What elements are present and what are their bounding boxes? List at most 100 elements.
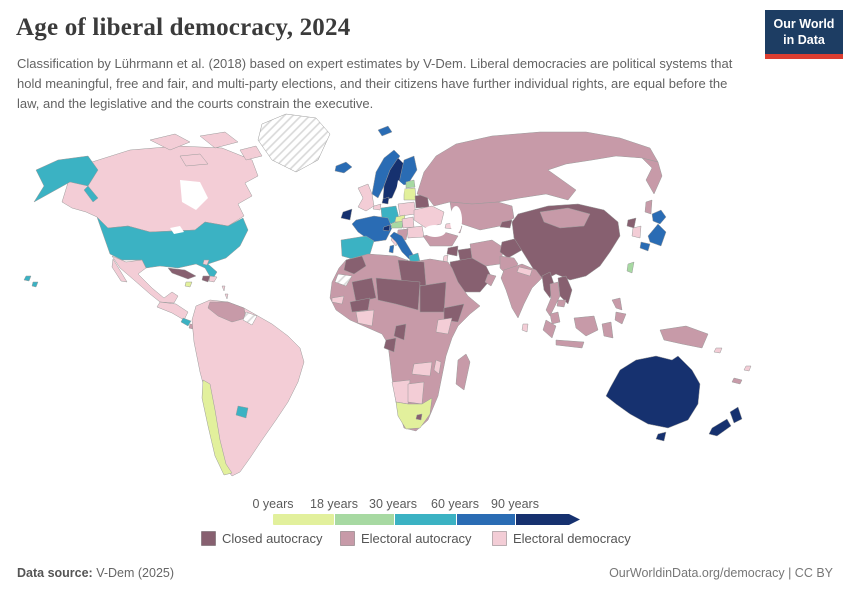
country-mexico-baja[interactable]: [111, 258, 128, 283]
country-canada-arctic-2[interactable]: [199, 131, 239, 149]
country-madagascar[interactable]: [455, 353, 471, 391]
region-austria-slovenia[interactable]: [390, 220, 404, 229]
country-syria[interactable]: [446, 245, 459, 257]
country-greenland[interactable]: [257, 113, 331, 173]
country-indonesia-borneo[interactable]: [573, 315, 599, 337]
country-russia-sakhalin[interactable]: [644, 199, 653, 215]
country-chile[interactable]: [201, 379, 233, 476]
region-hungary-slovakia[interactable]: [401, 216, 415, 229]
country-namibia[interactable]: [391, 379, 411, 405]
legend-bar-segment-90-plus[interactable]: [516, 514, 569, 525]
country-malawi[interactable]: [433, 359, 442, 375]
country-guyana[interactable]: [242, 311, 258, 326]
country-jamaica[interactable]: [184, 281, 193, 288]
region-latvia-lithuania[interactable]: [403, 187, 417, 201]
legend-bar-segment-18-30[interactable]: [335, 514, 394, 525]
country-gabon[interactable]: [383, 337, 397, 353]
country-denmark[interactable]: [381, 196, 390, 205]
country-new-zealand-north[interactable]: [729, 406, 743, 424]
region-new-guinea[interactable]: [659, 325, 709, 349]
country-ireland[interactable]: [340, 208, 353, 221]
country-israel[interactable]: [442, 254, 449, 263]
footer-link[interactable]: OurWorldinData.org/democracy | CC BY: [609, 566, 833, 580]
country-australia[interactable]: [605, 355, 701, 429]
country-cameroon[interactable]: [393, 323, 407, 341]
country-usa-hawaii-2[interactable]: [31, 281, 39, 288]
country-cambodia[interactable]: [556, 299, 567, 308]
country-italy-sardinia[interactable]: [388, 244, 395, 254]
region-ghana-cote-divoire[interactable]: [355, 309, 375, 327]
country-fiji[interactable]: [743, 365, 752, 372]
country-japan-honshu[interactable]: [647, 223, 667, 247]
country-canada-arctic-4[interactable]: [179, 153, 209, 167]
legend-item-electoral-autocracy[interactable]: Electoral autocracy: [340, 531, 472, 546]
country-usa-hawaii-1[interactable]: [23, 275, 32, 282]
country-kenya[interactable]: [435, 317, 453, 335]
world-map[interactable]: [0, 110, 850, 495]
country-china[interactable]: [511, 203, 621, 281]
country-senegal[interactable]: [331, 295, 345, 305]
country-philippines-2[interactable]: [614, 311, 627, 325]
legend-colorbar[interactable]: [273, 514, 583, 526]
country-estonia[interactable]: [405, 179, 416, 189]
region-lesser-antilles-1[interactable]: [221, 285, 226, 292]
country-philippines-1[interactable]: [611, 297, 623, 311]
country-indonesia-sulawesi[interactable]: [601, 321, 614, 339]
country-venezuela[interactable]: [207, 301, 247, 323]
country-switzerland[interactable]: [382, 224, 391, 232]
legend-bar-segment-0-18[interactable]: [273, 514, 334, 525]
region-central-america[interactable]: [156, 301, 189, 321]
country-south-korea[interactable]: [631, 225, 642, 239]
country-russia[interactable]: [416, 131, 659, 207]
country-ukraine[interactable]: [413, 205, 445, 229]
country-japan-kyushu[interactable]: [639, 241, 651, 252]
country-mongolia[interactable]: [539, 207, 591, 229]
region-malay-peninsula[interactable]: [549, 311, 561, 325]
country-north-korea[interactable]: [626, 217, 637, 229]
country-canada[interactable]: [61, 145, 259, 233]
country-france[interactable]: [351, 215, 393, 243]
country-usa-alaska-panhandle[interactable]: [83, 185, 99, 203]
country-western-sahara[interactable]: [334, 273, 353, 287]
country-canada-arctic-3[interactable]: [239, 145, 263, 161]
country-norway[interactable]: [371, 149, 401, 199]
country-thailand[interactable]: [545, 281, 561, 317]
country-usa-alaska[interactable]: [33, 155, 99, 203]
country-svalbard[interactable]: [377, 125, 393, 137]
country-morocco[interactable]: [343, 255, 367, 275]
country-costa-rica[interactable]: [180, 317, 192, 327]
country-vietnam[interactable]: [557, 275, 573, 305]
region-niger-chad[interactable]: [375, 277, 421, 311]
country-canada-arctic-1[interactable]: [149, 133, 191, 151]
country-sri-lanka[interactable]: [521, 323, 529, 333]
legend-item-closed-autocracy[interactable]: Closed autocracy: [201, 531, 322, 546]
country-russia-kamchatka[interactable]: [641, 157, 663, 195]
country-dominican-republic[interactable]: [208, 275, 218, 283]
country-iceland[interactable]: [334, 161, 353, 174]
country-india[interactable]: [500, 263, 543, 319]
country-bahamas[interactable]: [202, 259, 210, 266]
country-taiwan[interactable]: [626, 261, 635, 274]
country-poland[interactable]: [397, 201, 417, 217]
country-nepal[interactable]: [516, 266, 533, 277]
country-ethiopia[interactable]: [443, 303, 465, 323]
country-haiti[interactable]: [201, 275, 211, 283]
region-burkina-guinea[interactable]: [349, 297, 371, 313]
country-zambia[interactable]: [411, 361, 433, 377]
country-sudan[interactable]: [419, 281, 447, 313]
country-australia-tasmania[interactable]: [655, 431, 667, 442]
country-japan-hokkaido[interactable]: [651, 209, 667, 225]
region-lesser-antilles-2[interactable]: [224, 293, 229, 300]
country-indonesia-java[interactable]: [555, 339, 585, 349]
legend-bar-segment-60-90[interactable]: [457, 514, 515, 525]
owid-logo[interactable]: Our World in Data: [765, 10, 843, 60]
country-mexico[interactable]: [111, 255, 179, 304]
country-new-zealand-south[interactable]: [708, 418, 732, 437]
country-south-africa[interactable]: [395, 397, 433, 430]
country-uruguay[interactable]: [235, 405, 249, 419]
region-benelux[interactable]: [372, 203, 382, 211]
country-mali[interactable]: [351, 277, 377, 303]
territory-new-caledonia[interactable]: [731, 377, 743, 385]
country-lesotho[interactable]: [415, 413, 423, 421]
country-indonesia-sumatra[interactable]: [542, 319, 557, 339]
